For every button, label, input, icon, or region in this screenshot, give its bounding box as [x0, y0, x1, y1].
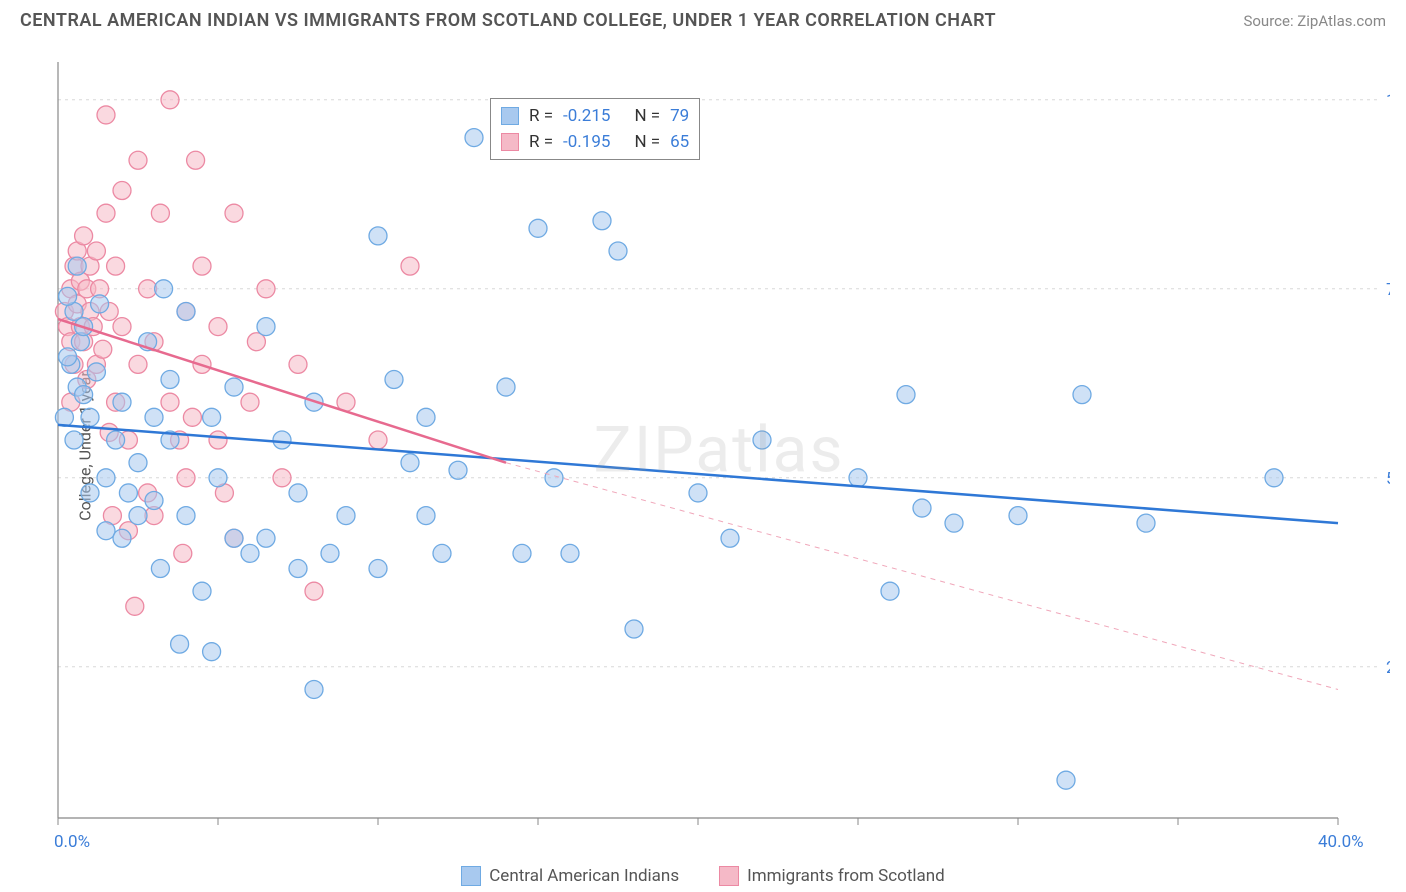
chart-container: 25.0%50.0%75.0%100.0% ZIPatlas R = -0.21…: [48, 48, 1390, 852]
x-axis-min-label: 0.0%: [54, 832, 90, 852]
legend-swatch-pink: [719, 866, 739, 886]
legend-item-pink: Immigrants from Scotland: [719, 866, 945, 886]
chart-title: CENTRAL AMERICAN INDIAN VS IMMIGRANTS FR…: [20, 10, 996, 31]
legend-swatch-blue: [461, 866, 481, 886]
x-axis-max-label: 40.0%: [1318, 832, 1364, 852]
legend-label-pink: Immigrants from Scotland: [747, 866, 945, 886]
source-label: Source: ZipAtlas.com: [1243, 12, 1386, 30]
svg-text:50.0%: 50.0%: [1386, 469, 1390, 489]
correlation-row: R = -0.215 N = 79: [501, 103, 689, 129]
correlation-row: R = -0.195 N = 65: [501, 129, 689, 155]
svg-text:75.0%: 75.0%: [1386, 280, 1390, 300]
correlation-legend: R = -0.215 N = 79 R = -0.195 N = 65: [490, 98, 700, 160]
series-legend: Central American Indians Immigrants from…: [0, 866, 1406, 886]
legend-item-blue: Central American Indians: [461, 866, 679, 886]
scatter-chart: 25.0% 50.0% 75.0% 100.0%: [48, 48, 1390, 852]
svg-text:100.0%: 100.0%: [1386, 91, 1390, 111]
svg-text:25.0%: 25.0%: [1386, 658, 1390, 678]
legend-label-blue: Central American Indians: [489, 866, 679, 886]
